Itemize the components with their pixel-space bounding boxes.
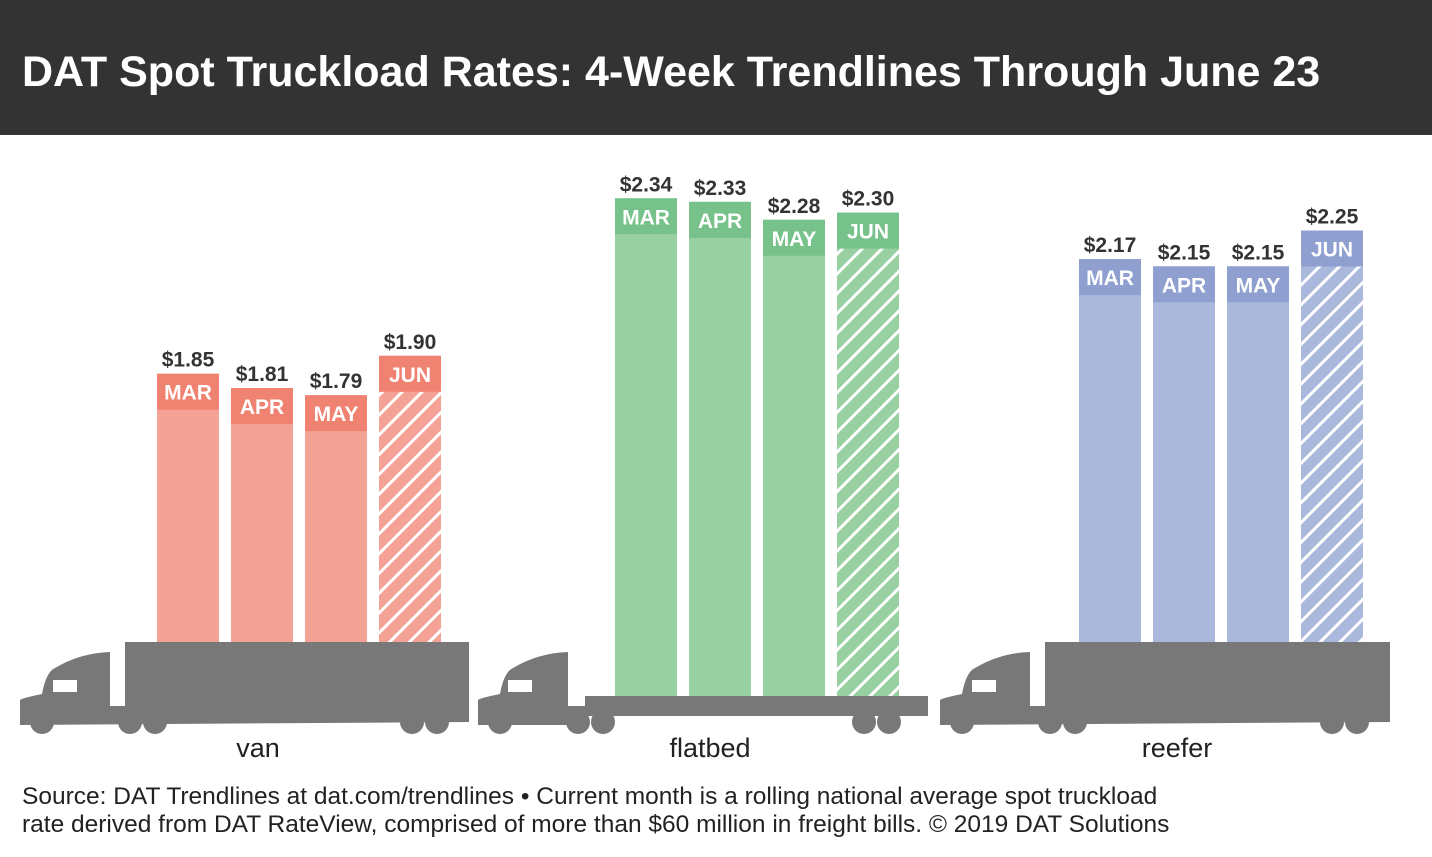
van-truck-icon: [20, 642, 469, 734]
group-label-van: van: [236, 733, 280, 763]
flatbed-month-band-mar: [615, 198, 677, 235]
reefer-bar-may: [1227, 266, 1289, 650]
van-bar-hatch-jun: [379, 391, 441, 650]
van-month-band-may: [305, 395, 367, 432]
reefer-bar-mar: [1079, 259, 1141, 650]
flatbed-month-band-jun: [837, 212, 899, 249]
flatbed-truck-icon: [478, 652, 928, 734]
footnote-line-2: rate derived from DAT RateView, comprise…: [22, 811, 1170, 838]
flatbed-bar-may: [763, 219, 825, 700]
reefer-month-label-apr: APR: [1162, 274, 1206, 297]
van-month-label-may: MAY: [314, 403, 359, 426]
van-month-label-jun: JUN: [389, 364, 431, 387]
reefer-month-band-apr: [1153, 266, 1215, 303]
flatbed-bar-mar: [615, 198, 677, 700]
reefer-month-band-mar: [1079, 259, 1141, 296]
reefer-month-band-may: [1227, 266, 1289, 303]
flatbed-month-label-mar: MAR: [622, 206, 670, 229]
van-month-label-apr: APR: [240, 396, 284, 419]
flatbed-month-label-may: MAY: [772, 228, 817, 251]
reefer-month-label-mar: MAR: [1086, 267, 1134, 290]
reefer-month-label-may: MAY: [1236, 274, 1281, 297]
header-bar: DAT Spot Truckload Rates: 4-Week Trendli…: [0, 0, 1432, 135]
flatbed-value-label-mar: $2.34: [620, 173, 673, 196]
reefer-bar-apr: [1153, 266, 1215, 650]
van-value-label-may: $1.79: [310, 370, 363, 393]
reefer-value-label-apr: $2.15: [1158, 241, 1211, 264]
chart-title: DAT Spot Truckload Rates: 4-Week Trendli…: [22, 48, 1321, 96]
van-value-label-jun: $1.90: [384, 331, 437, 354]
van-month-band-apr: [231, 388, 293, 425]
flatbed-value-label-jun: $2.30: [842, 188, 895, 211]
flatbed-bar-hatch-jun: [837, 248, 899, 700]
flatbed-bar-apr: [689, 201, 751, 701]
reefer-value-label-mar: $2.17: [1084, 234, 1137, 257]
flatbed-month-band-apr: [689, 201, 751, 238]
group-label-reefer: reefer: [1141, 733, 1213, 763]
van-value-label-apr: $1.81: [236, 363, 289, 386]
van-bar-mar: [157, 373, 219, 650]
group-label-flatbed: flatbed: [669, 733, 751, 763]
reefer-value-label-may: $2.15: [1232, 241, 1285, 264]
flatbed-month-band-may: [763, 219, 825, 256]
reefer-month-label-jun: JUN: [1311, 239, 1353, 262]
reefer-month-band-jun: [1301, 230, 1363, 267]
van-bar-may: [305, 395, 367, 650]
reefer-bar-hatch-jun: [1301, 266, 1363, 650]
van-value-label-mar: $1.85: [162, 349, 215, 372]
van-bar-apr: [231, 388, 293, 650]
footnote-line-1: Source: DAT Trendlines at dat.com/trendl…: [22, 783, 1158, 810]
reefer-truck-icon: [940, 642, 1390, 734]
flatbed-value-label-may: $2.28: [768, 195, 821, 218]
flatbed-value-label-apr: $2.33: [694, 177, 747, 200]
footnote: Source: DAT Trendlines at dat.com/trendl…: [22, 783, 1422, 839]
flatbed-month-label-jun: JUN: [847, 221, 889, 244]
van-month-label-mar: MAR: [164, 382, 212, 405]
reefer-value-label-jun: $2.25: [1306, 206, 1359, 229]
van-month-band-mar: [157, 373, 219, 410]
flatbed-month-label-apr: APR: [698, 210, 742, 233]
van-month-band-jun: [379, 355, 441, 392]
